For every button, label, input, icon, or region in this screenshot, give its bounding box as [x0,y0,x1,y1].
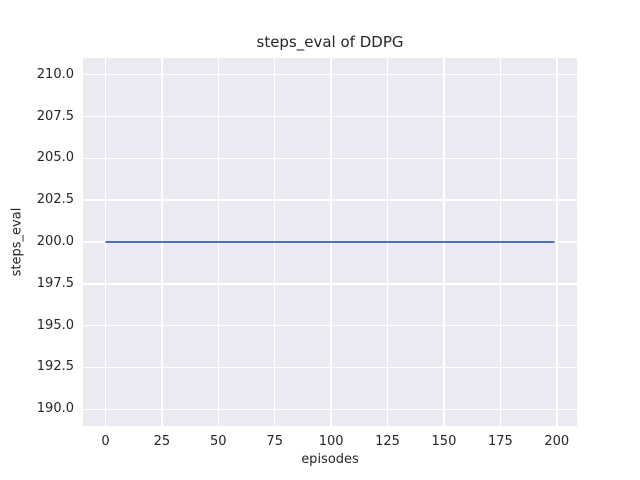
x-tick-label: 100 [318,434,344,449]
y-tick-label: 205.0 [36,150,74,166]
chart-title: steps_eval of DDPG [256,33,404,51]
plot-area [83,58,577,426]
gridline-horizontal [83,324,577,327]
series-layer [105,241,555,243]
y-tick-label: 197.5 [36,275,74,291]
gridline-horizontal [83,408,577,411]
x-tick-label: 75 [266,434,283,449]
gridline-horizontal [83,199,577,201]
y-tick-label: 190.0 [36,401,74,417]
x-tick-label: 200 [544,434,570,449]
x-tick-label: 25 [153,434,171,449]
y-tick-label: 202.5 [36,192,74,208]
gridline-horizontal [83,73,577,76]
gridline-horizontal [83,115,577,118]
x-tick-label: 0 [101,434,110,449]
x-tick-label: 150 [431,434,457,449]
gridline-horizontal [83,283,577,285]
y-tick-label: 200.0 [36,234,74,249]
x-tick-label: 125 [375,434,400,449]
y-tick-label: 207.5 [36,108,74,124]
x-tick-label: 175 [487,434,513,449]
gridline-horizontal [83,366,577,369]
gridline-horizontal [83,157,577,160]
x-axis-label: episodes [301,452,359,467]
x-tick-label: 50 [210,434,227,449]
y-tick-label: 195.0 [36,317,74,333]
y-tick-label: 192.5 [36,359,74,375]
y-tick-label: 210.0 [36,66,74,82]
